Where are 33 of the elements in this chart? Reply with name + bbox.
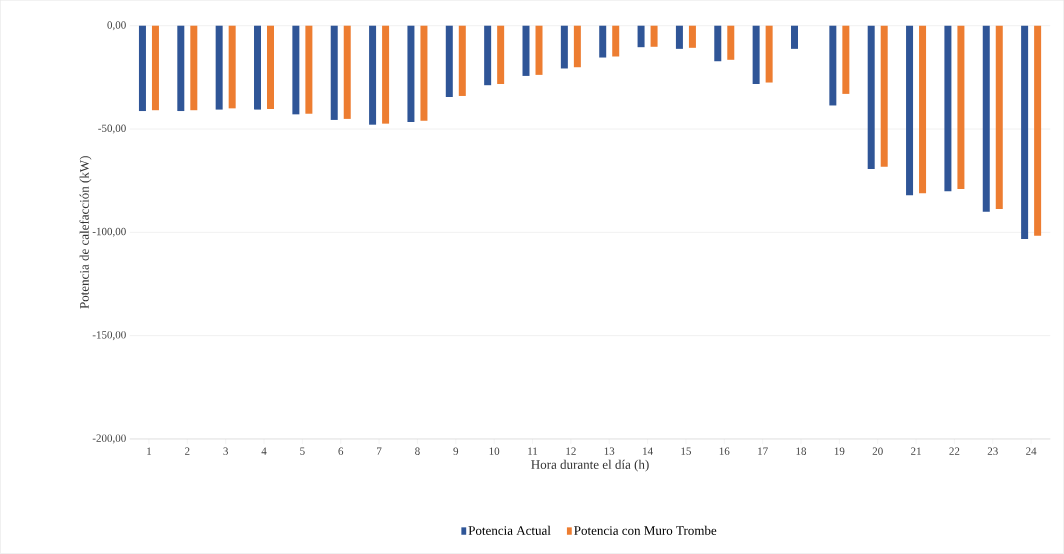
x-tick-label: 23 [987,447,998,456]
x-tick-label: 5 [300,447,305,455]
x-tick-label: 10 [489,447,500,456]
legend-label: Potencia con Muro Trombe [574,525,717,536]
y-tick-label: -50,00 [98,124,126,134]
x-tick-label: 17 [758,447,768,455]
x-tick-label: 1 [147,447,152,455]
y-tick-label: -100,00 [92,227,126,237]
x-tick-label: 7 [377,447,382,455]
x-tick-label: 2 [185,447,190,455]
x-tick-label: 21 [911,447,921,455]
x-tick-label: 18 [796,447,807,456]
legend-label: Potencia Actual [468,525,551,536]
x-tick-label: 12 [566,447,576,455]
y-axis-title: Potencia de calefacción (kW) [79,156,92,309]
y-tick-label: 0,00 [107,21,126,31]
y-tick-label: -150,00 [92,331,126,341]
x-axis-title: Hora durante el día (h) [531,459,649,472]
x-tick-label: 6 [338,447,344,456]
x-tick-label: 9 [453,447,459,456]
y-tick-label: -200,00 [92,434,126,444]
x-tick-label: 24 [1026,447,1037,455]
x-tick-label: 22 [949,447,960,455]
x-tick-label: 14 [643,447,653,455]
x-tick-label: 8 [415,447,420,456]
x-tick-label: 20 [872,447,883,456]
x-tick-label: 3 [223,447,228,456]
x-tick-label: 13 [604,447,615,456]
x-tick-label: 11 [528,447,538,455]
x-tick-label: 16 [719,447,730,456]
x-tick-label: 4 [261,447,267,455]
x-tick-label: 15 [681,447,691,455]
x-tick-label: 19 [834,447,845,456]
